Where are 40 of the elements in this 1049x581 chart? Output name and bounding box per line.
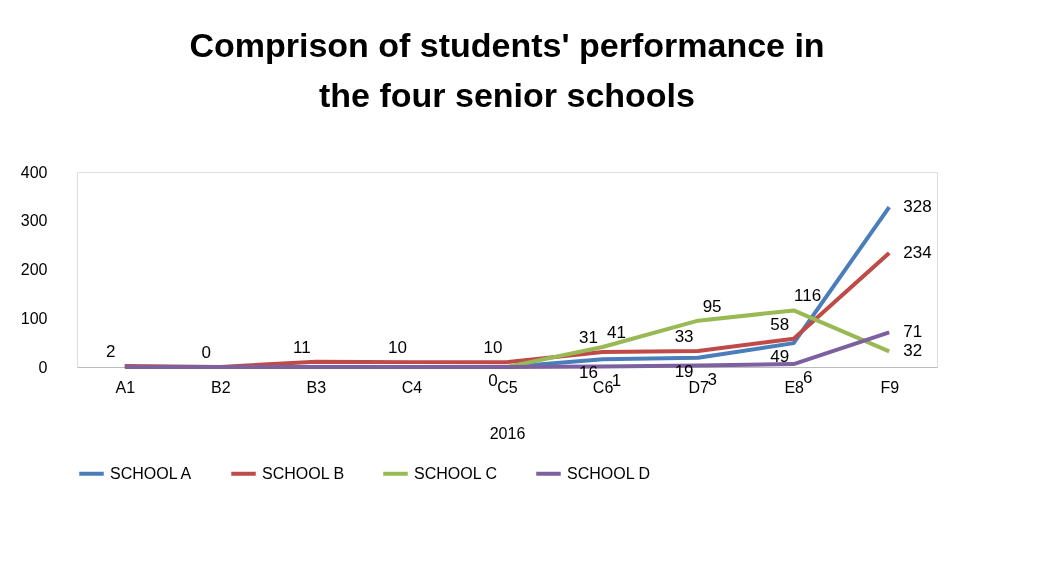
y-tick-label: 200 <box>20 261 48 278</box>
data-label: 19 <box>674 361 694 381</box>
data-label: 10 <box>387 338 407 358</box>
x-tick-label: C5 <box>497 378 518 396</box>
data-label: 0 <box>201 343 212 362</box>
data-label: 33 <box>674 326 694 346</box>
data-label: 41 <box>607 323 627 343</box>
y-tick-label: 400 <box>20 163 48 181</box>
x-tick-label: D7 <box>688 378 709 396</box>
x-tick-label: B3 <box>306 378 327 396</box>
x-axis-title: 2016 <box>489 424 526 442</box>
data-label: 32 <box>903 341 923 361</box>
legend-label: SCHOOL A <box>110 464 192 482</box>
x-tick-label: E8 <box>784 378 805 396</box>
data-label: 234 <box>903 242 932 262</box>
data-label: 0 <box>488 371 498 390</box>
data-label: 49 <box>770 347 790 367</box>
data-label: 58 <box>770 314 790 334</box>
x-tick-label: B2 <box>211 378 231 396</box>
data-label: 6 <box>802 368 813 388</box>
data-label: 11 <box>293 337 311 357</box>
data-label: 95 <box>702 296 722 316</box>
data-label: 328 <box>903 197 932 217</box>
data-label: 3 <box>707 369 717 389</box>
data-label: 71 <box>903 322 923 342</box>
data-label: 31 <box>579 327 599 347</box>
y-tick-label: 100 <box>20 309 48 327</box>
x-tick-label: C6 <box>592 378 614 396</box>
y-tick-label: 300 <box>20 212 48 230</box>
data-label: 116 <box>794 286 822 306</box>
chart-title: Comprison of students' performance in the four senior schools <box>189 26 825 114</box>
legend-label: SCHOOL D <box>567 464 650 482</box>
data-label: 10 <box>483 338 503 358</box>
x-tick-label: C4 <box>401 378 423 396</box>
x-tick-label: F9 <box>880 378 900 396</box>
data-label: 2 <box>106 342 116 362</box>
legend-label: SCHOOL C <box>414 464 497 482</box>
x-tick-label: A1 <box>115 378 136 396</box>
y-tick-label: 0 <box>38 358 48 376</box>
legend-label: SCHOOL B <box>262 464 345 482</box>
